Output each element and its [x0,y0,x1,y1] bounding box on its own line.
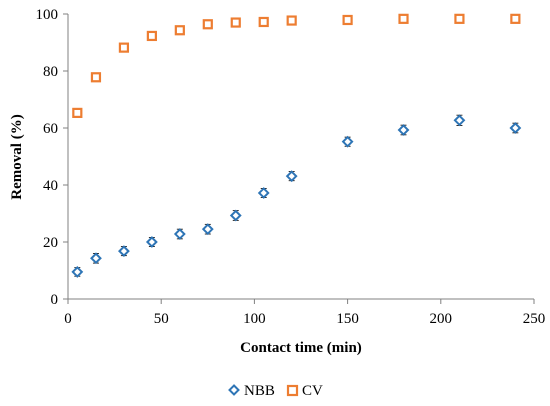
cv-point [398,13,409,24]
x-tick-label: 150 [336,311,359,327]
y-axis-title: Removal (%) [9,114,25,199]
nbb-point [453,114,466,127]
series-nbb [71,114,522,278]
x-tick-label: 100 [243,311,266,327]
nbb-point [90,252,102,265]
cv-point [454,13,465,24]
cv-point [72,107,83,118]
legend-nbb-marker [228,384,240,396]
cv-point [258,16,269,28]
y-tick-label: 60 [43,121,58,137]
cv-point [230,17,241,28]
nbb-point [145,236,158,248]
x-tick-label: 200 [430,311,453,327]
nbb-point [509,122,522,134]
x-axis-title: Contact time (min) [240,340,362,356]
y-tick-label: 100 [36,7,59,23]
plot-area: 0 50 100 150 200 250 0 20 40 60 80 100 [36,7,546,327]
x-tick-label: 250 [523,311,546,327]
nbb-point [341,135,354,148]
legend-cv-marker [286,384,299,397]
cv-point [202,19,213,30]
nbb-point [285,170,298,183]
legend: NBB CV [228,383,323,399]
cv-point [510,13,521,24]
y-ticks: 0 20 40 60 80 100 [36,7,68,308]
nbb-point [397,124,410,136]
nbb-point [71,266,84,278]
cv-point [90,72,102,83]
x-tick-label: 0 [64,311,72,327]
y-tick-label: 0 [51,292,59,308]
cv-point [174,25,185,36]
cv-point [118,42,130,53]
nbb-point [229,209,242,222]
y-tick-label: 20 [43,235,58,251]
legend-item-cv: CV [286,383,323,399]
y-tick-label: 40 [43,178,58,194]
y-tick-label: 80 [43,64,58,80]
cv-point [286,15,297,26]
legend-item-nbb: NBB [228,383,275,399]
legend-nbb-label: NBB [244,383,275,399]
nbb-point [201,223,214,236]
x-tick-label: 50 [154,311,169,327]
series-cv [72,13,521,118]
nbb-point [257,187,270,199]
legend-cv-label: CV [302,383,323,399]
nbb-point [118,245,130,258]
cv-point [146,30,157,42]
x-ticks: 0 50 100 150 200 250 [64,299,545,327]
cv-point [342,14,353,26]
series-layer [71,13,522,278]
nbb-point [173,228,186,240]
